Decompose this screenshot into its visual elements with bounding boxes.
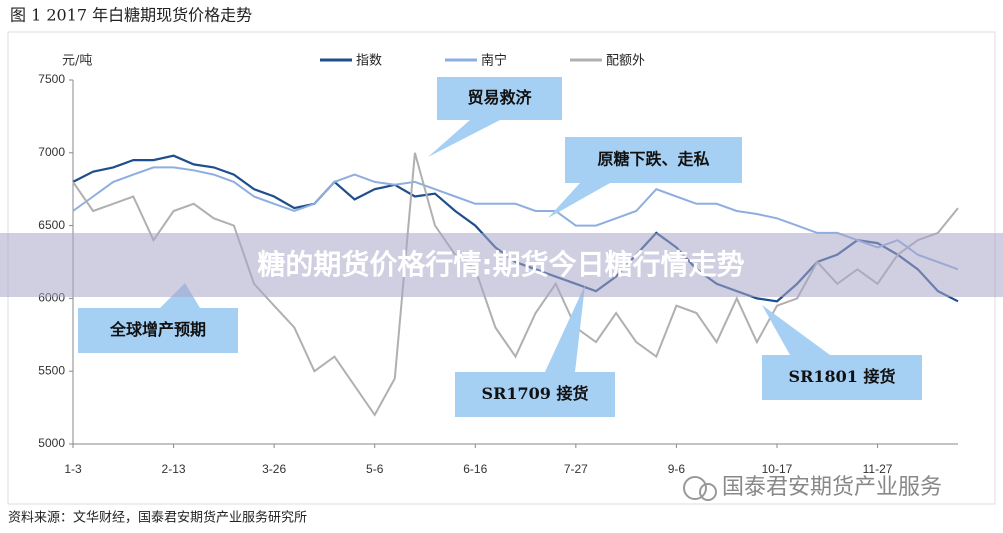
callout-box (78, 308, 238, 353)
x-tick-label: 6-16 (463, 462, 487, 476)
annotation: 贸易救济 (467, 88, 532, 107)
callout-tail (548, 183, 610, 218)
y-tick-label: 6500 (38, 218, 65, 232)
source: 资料来源：文华财经，国泰君安期货产业服务研究所 (8, 510, 307, 526)
x-tick-label: 11-27 (863, 462, 893, 476)
legend-label: 指数 (356, 54, 382, 69)
x-tick-label: 7-27 (564, 462, 588, 476)
legend-label: 配额外 (606, 54, 645, 69)
x-tick-label: 2-13 (162, 462, 186, 476)
callout-box (437, 77, 562, 120)
callout-tail (762, 305, 830, 355)
chart-title: 图 1 2017 年白糖期现货价格走势 (10, 6, 252, 25)
x-tick-label: 10-17 (762, 462, 793, 476)
banner: 糖的期货价格行情:期货今日糖行情走势 (257, 248, 744, 281)
annotation: SR1801 接货 (789, 367, 896, 386)
y-tick-label: 7500 (38, 72, 65, 86)
callout-tail (428, 120, 500, 157)
banner-band (0, 233, 1003, 297)
y-tick-label: 7000 (38, 145, 65, 159)
y-axis-label: 元/吨 (62, 54, 92, 69)
x-tick-label: 1-3 (64, 462, 82, 476)
callout-box (762, 355, 922, 400)
watermark: 国泰君安期货产业服务 (722, 475, 942, 500)
callout-box (455, 372, 615, 417)
legend-label: 南宁 (481, 53, 507, 69)
x-tick-label: 5-6 (366, 462, 384, 476)
annotation: 原糖下跌、走私 (597, 150, 709, 169)
x-tick-label: 9-6 (668, 462, 686, 476)
callout-box (565, 137, 742, 183)
annotation: SR1709 接货 (482, 384, 589, 403)
y-tick-label: 5000 (38, 436, 65, 450)
series-line (72, 166, 959, 271)
annotation: 全球增产预期 (109, 320, 206, 339)
callout-tail (545, 285, 585, 372)
x-tick-label: 3-26 (262, 462, 286, 476)
watermark-icon (683, 476, 717, 501)
y-tick-label: 5500 (38, 363, 65, 377)
